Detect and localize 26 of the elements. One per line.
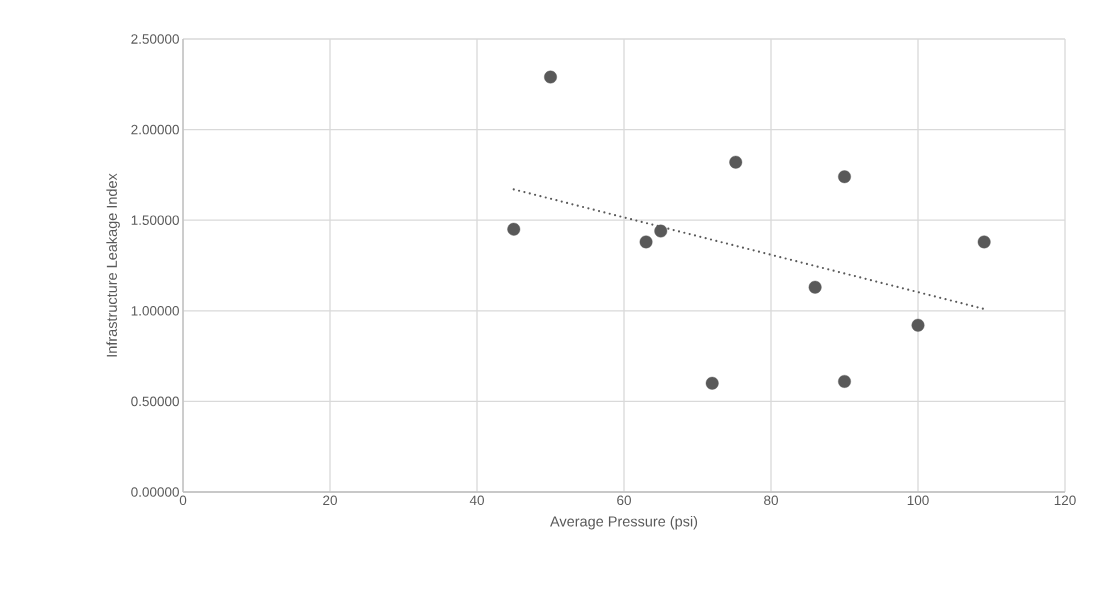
y-tick-label: 1.50000 — [131, 215, 179, 225]
y-tick-label: 0.00000 — [131, 487, 179, 497]
x-tick-label: 80 — [764, 495, 778, 506]
x-tick-label: 20 — [323, 495, 337, 506]
y-tick-label: 1.00000 — [131, 306, 179, 316]
point — [838, 170, 851, 184]
point — [705, 376, 719, 390]
point — [911, 318, 925, 332]
point — [639, 235, 653, 249]
x-tick-label: 120 — [1054, 495, 1076, 506]
point — [544, 70, 557, 84]
point — [838, 375, 851, 388]
point — [507, 222, 521, 236]
y-tick-label: 2.50000 — [131, 34, 179, 44]
point — [654, 224, 668, 238]
point — [977, 235, 991, 249]
point — [808, 280, 822, 294]
y-tick-label: 2.00000 — [131, 124, 179, 135]
x-tick-label: 40 — [469, 495, 484, 506]
x-tick-label: 0 — [179, 495, 187, 506]
y-tick-label: 0.50000 — [131, 396, 179, 407]
point — [729, 155, 743, 169]
y-axis-title: Infrastructure Leakage Index — [106, 173, 120, 357]
x-tick-label: 60 — [617, 495, 631, 506]
x-axis-title: Average Pressure (psi) — [550, 515, 698, 530]
x-tick-label: 100 — [907, 495, 929, 506]
